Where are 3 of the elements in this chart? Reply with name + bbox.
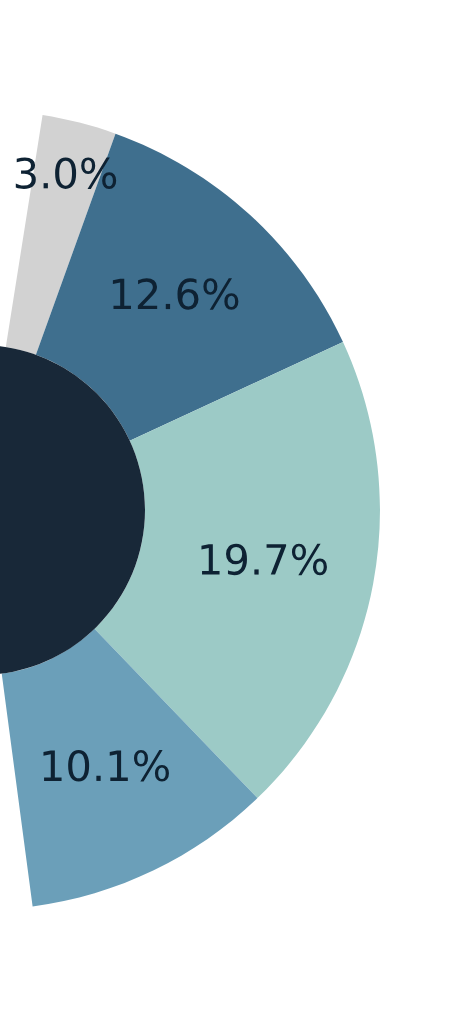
data-label: 10.1% xyxy=(43,750,169,782)
data-label: 12.6% xyxy=(112,278,239,310)
data-label: 19.7% xyxy=(201,543,327,576)
